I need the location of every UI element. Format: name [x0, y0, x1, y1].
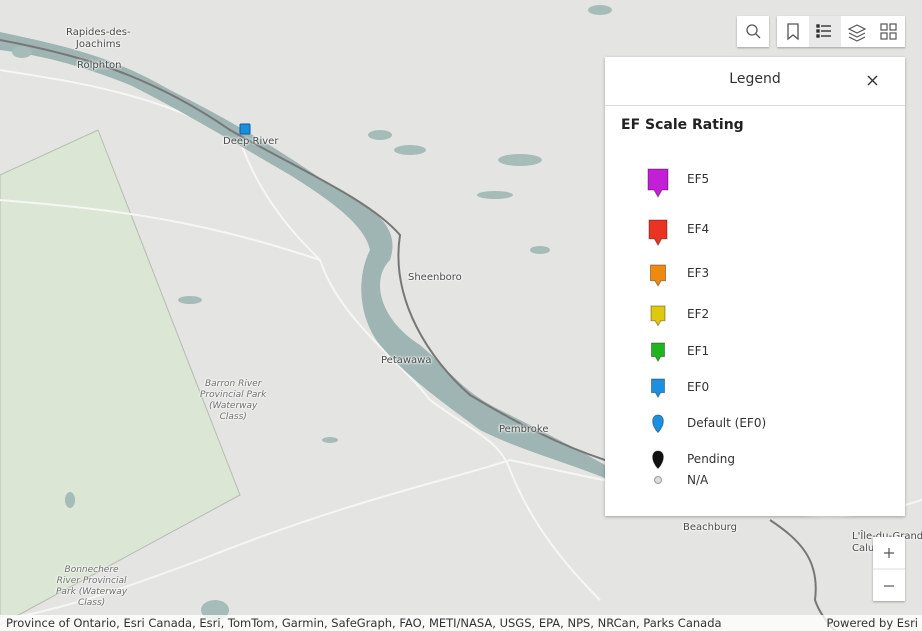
legend-symbol [651, 378, 665, 399]
park-label: Bonnechere River Provincial Park (Waterway… [56, 565, 128, 608]
layer-title: EF Scale Rating [621, 117, 744, 133]
legend-item: N/A [687, 473, 709, 487]
tornado-marker[interactable] [239, 123, 251, 135]
place-label: Beachburg [683, 522, 737, 533]
highway [0, 39, 606, 461]
park-label: Barron River Provincial Park (Waterway Clas… [200, 379, 267, 422]
place-label: Petawawa [381, 355, 432, 366]
legend-symbol [654, 476, 663, 484]
close-button[interactable] [865, 73, 881, 89]
place-label: Sheenboro [408, 272, 462, 283]
powered-by[interactable]: Powered by Esri [826, 616, 919, 630]
basemap-button[interactable] [880, 23, 897, 40]
search-button[interactable] [737, 16, 769, 47]
attribution-bar: Province of Ontario, Esri Canada, Esri, … [0, 615, 922, 631]
legend-item: Default (EF0) [687, 415, 767, 430]
legend-item: EF4 [687, 222, 710, 237]
legend-symbol [652, 450, 664, 470]
attribution[interactable]: Province of Ontario, Esri Canada, Esri, … [6, 616, 722, 630]
legend-panel: Legend EF Scale Rating EF5 EF4 EF3 EF2 EF1 EF… [605, 57, 905, 516]
legend-item: EF2 [687, 306, 710, 321]
park-area [0, 129, 241, 626]
legend-symbol [650, 305, 666, 327]
legend-item: EF3 [687, 266, 710, 281]
legend-symbol [647, 168, 669, 199]
legend-symbol [650, 264, 666, 288]
place-label: Rapides-des- Joachims [66, 27, 131, 50]
legend-item: EF5 [687, 172, 710, 186]
legend-title: Legend [729, 71, 781, 87]
zoom-controls [873, 537, 905, 601]
zoom-in[interactable] [884, 548, 894, 558]
layers-button[interactable] [847, 24, 867, 42]
toolbar [777, 16, 905, 47]
river [0, 32, 605, 478]
bookmarks-button[interactable] [787, 23, 799, 41]
place-label: Deep River [223, 136, 279, 147]
place-label: Pembroke [499, 424, 549, 435]
legend-item: EF0 [687, 379, 710, 394]
legend-symbol [648, 219, 668, 247]
lakes [12, 5, 612, 620]
legend-item: Pending [687, 451, 735, 466]
legend-symbol [652, 414, 664, 434]
legend-symbols [647, 168, 669, 484]
legend-item: EF1 [687, 343, 710, 358]
legend-button[interactable] [816, 24, 831, 38]
legend-symbol [651, 342, 665, 363]
place-label: Rolphton [77, 60, 122, 71]
